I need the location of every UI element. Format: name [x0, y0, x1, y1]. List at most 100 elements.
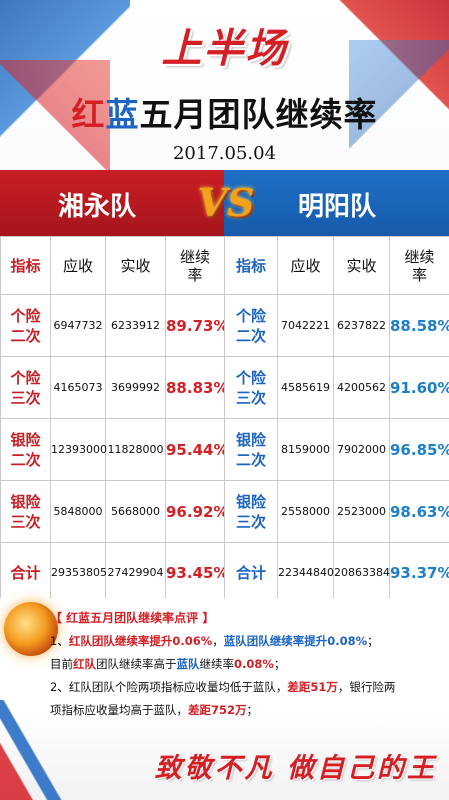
comment-text-span: ； — [367, 634, 379, 648]
comment-red-span: 红队团队继续率提升 — [68, 634, 173, 648]
cell-receivable: 12393000 — [50, 418, 107, 481]
footer-decoration — [0, 700, 120, 800]
comment-heading: 【 红蓝五月团队继续率点评 】 — [50, 611, 215, 625]
row-label: 个险 三次 — [0, 356, 51, 419]
comment-text-span: 1、 — [50, 634, 69, 648]
cell-rate: 98.63% — [389, 480, 449, 543]
row-label-line1: 个险 — [235, 368, 266, 387]
comment-red-span: 0.06% — [172, 634, 213, 648]
comment-text: 【 红蓝五月团队继续率点评 】 1、红队团队继续率提升0.06%，蓝队团队继续率… — [50, 607, 445, 722]
header-metric: 指标 — [224, 236, 278, 295]
table-row: 银险 三次 2558000 2523000 98.63% — [224, 480, 449, 543]
total-rate: 93.45% — [165, 542, 228, 603]
cell-rate: 96.92% — [165, 480, 228, 543]
table-row: 银险 二次 12393000 11828000 95.44% — [0, 418, 228, 481]
row-label-line1: 个险 — [235, 306, 266, 325]
total-receivable: 29353805 — [50, 542, 107, 603]
table-row: 个险 三次 4585619 4200562 91.60% — [224, 356, 449, 419]
row-label-line2: 二次 — [10, 450, 41, 469]
comment-line-2: 目前红队团队继续率高于蓝队继续率0.08%； — [50, 653, 445, 676]
comment-line-3: 2、红队团队个险两项指标应收量均低于蓝队，差距51万，银行险两 — [50, 676, 445, 699]
row-label-line1: 银险 — [235, 492, 266, 511]
comment-text-span: 团队继续率高于 — [96, 657, 177, 671]
row-label: 个险 二次 — [224, 294, 278, 357]
comment-text-span: 继续率 — [199, 657, 235, 671]
cell-rate: 88.83% — [165, 356, 228, 419]
header-rate-line1: 继续 — [404, 247, 435, 266]
row-label-line1: 银险 — [235, 430, 266, 449]
slogan: 致敬不凡 做自己的王 — [154, 753, 437, 784]
comment-text-span: 2、红队团队个险两项指标应收量均低于蓝队， — [50, 680, 288, 694]
cell-rate: 95.44% — [165, 418, 228, 481]
comment-blue-span: 蓝队团队继续率提升 — [223, 634, 328, 648]
row-label-line2: 三次 — [10, 388, 41, 407]
total-label: 合计 — [224, 542, 278, 603]
cell-received: 3699992 — [105, 356, 166, 419]
report-date: 2017.05.04 — [172, 143, 277, 164]
title-rest: 五月团队继续率 — [139, 95, 378, 134]
team-table-right: 指标 应收 实收 继续率 个险 二次 7042221 6237822 88.58%… — [224, 236, 449, 603]
cell-received: 7902000 — [333, 418, 390, 481]
table-row: 银险 二次 8159000 7902000 96.85% — [224, 418, 449, 481]
header-rate: 继续率 — [165, 236, 225, 295]
row-label-line2: 二次 — [235, 326, 266, 345]
header-rate-line2: 率 — [187, 265, 203, 284]
team-name-right: 明阳队 — [298, 192, 377, 222]
fire-ball-icon — [4, 602, 58, 656]
comment-text-span: ； — [246, 703, 259, 717]
row-label-line1: 银险 — [10, 492, 41, 511]
page-title: 红蓝五月团队继续率 — [0, 88, 449, 136]
comment-text-span: ，银行险两 — [337, 680, 396, 694]
table-row: 个险 二次 7042221 6237822 88.58% — [224, 294, 449, 357]
row-label-line1: 个险 — [10, 368, 41, 387]
comment-line-1: 1、红队团队继续率提升0.06%，蓝队团队继续率提升0.08%； — [50, 630, 445, 653]
comment-text-span: 目前 — [50, 657, 73, 671]
total-received: 20863384 — [333, 542, 390, 603]
team-banner-right — [224, 170, 449, 236]
title-red-part: 红 — [71, 95, 106, 134]
cell-receivable: 6947732 — [50, 294, 106, 357]
cell-received: 2523000 — [333, 480, 390, 543]
team-banner: 湘永队 VS 明阳队 — [0, 170, 449, 236]
header-decoration-right — [309, 0, 449, 130]
cell-received: 4200562 — [333, 356, 390, 419]
comment-red-span: 0.08% — [234, 657, 274, 671]
title-blue-part: 蓝 — [105, 95, 140, 134]
row-label: 银险 三次 — [0, 480, 51, 543]
team-name-left: 湘永队 — [58, 192, 137, 222]
cell-rate: 89.73% — [165, 294, 228, 357]
comment-blue-span: 蓝队 — [176, 657, 200, 671]
team-banner-left — [0, 170, 224, 236]
table-header-row: 指标 应收 实收 继续率 — [224, 236, 449, 295]
cell-rate: 96.85% — [389, 418, 449, 481]
comment-text-span: ， — [212, 634, 224, 648]
brand-title: 上半场 — [161, 25, 288, 72]
comment-blue-span: 0.08% — [327, 634, 368, 648]
comment-red-span: 差距51万 — [287, 680, 338, 694]
header-received: 实收 — [105, 236, 166, 295]
cell-rate: 88.58% — [389, 294, 449, 357]
table-row: 个险 二次 6947732 6233912 89.73% — [0, 294, 228, 357]
comment-line-4: 项指标应收量均高于蓝队，差距752万； — [50, 699, 445, 722]
total-received: 27429904 — [105, 542, 166, 603]
comment-text-span: 项指标应收量均高于蓝队， — [50, 703, 188, 717]
header-receivable: 应收 — [50, 236, 106, 295]
table-row: 个险 三次 4165073 3699992 88.83% — [0, 356, 228, 419]
header-receivable: 应收 — [277, 236, 334, 295]
row-label: 银险 三次 — [224, 480, 278, 543]
total-receivable: 22344840 — [277, 542, 334, 603]
row-label-line2: 三次 — [235, 388, 266, 407]
row-label-line2: 三次 — [235, 512, 266, 531]
row-label: 个险 二次 — [0, 294, 51, 357]
cell-received: 11828000 — [105, 418, 166, 481]
table-header-row: 指标 应收 实收 继续率 — [0, 236, 225, 295]
cell-receivable: 7042221 — [277, 294, 334, 357]
cell-receivable: 5848000 — [50, 480, 106, 543]
cell-received: 5668000 — [105, 480, 166, 543]
comment-text-span: ； — [273, 657, 286, 671]
cell-receivable: 8159000 — [277, 418, 334, 481]
vs-emblem: VS — [197, 180, 255, 225]
row-label-line1: 银险 — [10, 430, 41, 449]
cell-rate: 91.60% — [389, 356, 449, 419]
